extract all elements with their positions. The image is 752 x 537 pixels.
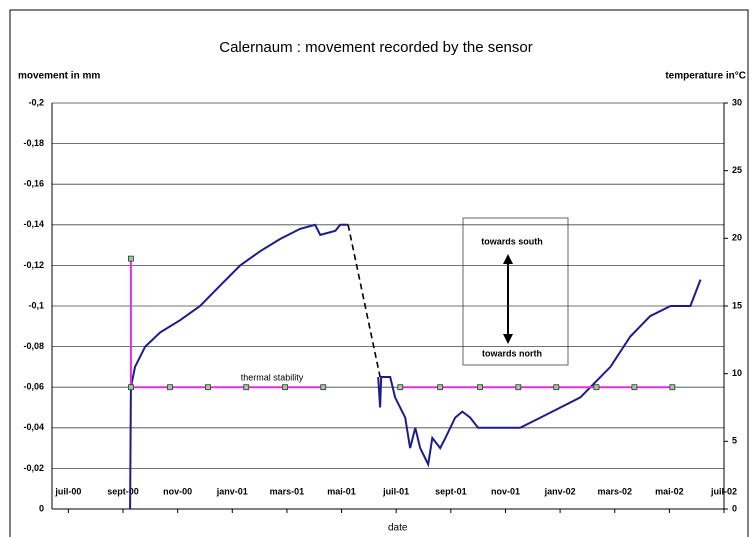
x-tick-label: janv-01 [216,486,248,496]
marker [243,384,250,391]
y2-tick-label: 5 [732,436,737,446]
y-tick-label: -0,02 [23,463,44,473]
x-tick-label: mai-02 [655,486,684,496]
y2-tick-label: 20 [732,233,742,243]
y-tick-label: 0 [39,503,44,513]
y-tick-label: -0,2 [28,97,44,107]
marker [205,384,211,391]
x-tick-label: juil-00 [54,486,81,496]
marker [128,255,134,262]
x-tick-label: juil-01 [382,486,409,496]
y2-tick-label: 30 [732,97,742,107]
x-tick-label: mars-01 [270,486,305,496]
x-tick-label: nov-01 [491,486,520,496]
marker [515,384,522,391]
y2-axis-label: temperature in°C [665,71,746,82]
y-axis-label: movement in mm [18,71,100,82]
marker [631,384,638,391]
direction-box [462,217,569,366]
marker [477,384,483,391]
arrow-heads [503,254,513,344]
y-tick-label: -0,12 [23,260,44,270]
marker [397,384,404,391]
y-tick-label: -0,08 [23,341,44,351]
frame [9,9,749,537]
y-tick-label: -0,1 [28,300,44,310]
series-line [129,223,349,510]
marker [553,384,560,391]
x-tick-label: sept-01 [435,486,467,496]
x-tick-label: mai-01 [327,486,356,496]
marker [282,384,288,391]
marker [128,384,134,391]
marker [593,384,600,391]
y2-tick-label: 25 [732,165,742,175]
y2-tick-label: 10 [732,368,742,378]
chart-title: Calernaum : movement recorded by the sen… [219,39,532,56]
series-line [347,224,381,378]
y-tick-label: -0,06 [23,382,44,392]
y-tick-label: -0,04 [23,422,44,432]
y2-tick-label: 15 [732,300,742,310]
x-tick-label: nov-00 [163,486,192,496]
x-axis-label: date [388,523,408,534]
x-tick-label: sept-00 [107,486,139,496]
series-line [377,279,702,468]
y-tick-label: -0,18 [23,138,44,148]
marker [437,384,444,391]
y-tick-label: -0,16 [23,179,44,189]
x-tick-label: mars-02 [597,486,632,496]
marker [167,384,173,391]
annotation: thermal stability [241,372,304,382]
annotation: towards south [481,236,543,246]
y2-tick-label: 0 [732,503,737,513]
y-tick-label: -0,14 [23,219,44,229]
x-tick-label: janv-02 [544,486,576,496]
annotation: towards north [482,348,542,358]
marker [669,384,676,391]
marker [320,384,327,391]
